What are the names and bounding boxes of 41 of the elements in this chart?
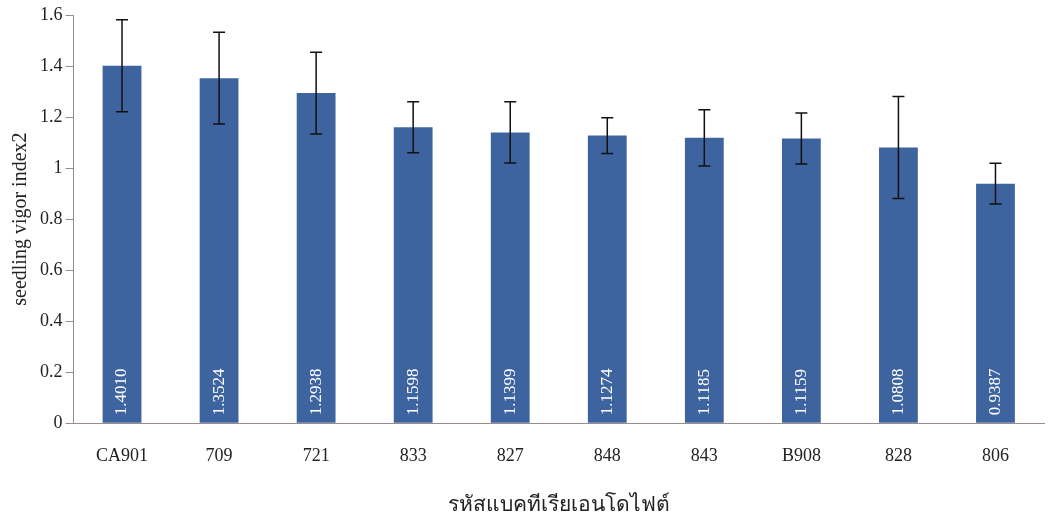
y-tick-label: 0.6 bbox=[40, 258, 63, 279]
x-tick-label: 833 bbox=[399, 444, 427, 465]
y-axis-title: seedling vigor index2 bbox=[8, 132, 32, 306]
x-axis-title: รหัสแบคทีเรียเอนโดไฟต์ bbox=[447, 491, 670, 516]
bar bbox=[393, 127, 433, 423]
data-label: 1.4010 bbox=[111, 368, 131, 416]
x-tick-label: 843 bbox=[690, 444, 718, 465]
x-tick-label: 806 bbox=[981, 444, 1009, 465]
y-tick-label: 1.2 bbox=[40, 105, 63, 126]
x-tick-label: 848 bbox=[593, 444, 621, 465]
bar bbox=[296, 93, 336, 423]
x-tick-label: 709 bbox=[205, 444, 233, 465]
x-tick-label: B908 bbox=[781, 444, 821, 465]
bar bbox=[781, 138, 821, 423]
x-tick-label: 827 bbox=[496, 444, 524, 465]
data-label: 1.2938 bbox=[305, 368, 325, 416]
data-label: 1.3524 bbox=[208, 367, 228, 416]
bar bbox=[976, 183, 1015, 423]
bar bbox=[490, 132, 530, 423]
x-tick-label: 828 bbox=[884, 444, 912, 465]
data-label: 1.1159 bbox=[790, 369, 810, 416]
data-label: 1.0808 bbox=[887, 368, 907, 416]
y-tick-label: 1.4 bbox=[40, 54, 63, 75]
x-tick-label: CA901 bbox=[96, 444, 149, 465]
y-tick-label: 0.8 bbox=[40, 207, 63, 228]
data-label: 0.9387 bbox=[984, 367, 1004, 416]
data-label: 1.1598 bbox=[402, 368, 422, 416]
y-tick-label: 1.6 bbox=[40, 3, 63, 24]
y-tick-label: 0 bbox=[53, 411, 63, 432]
data-label: 1.1399 bbox=[499, 368, 519, 416]
y-tick-label: 0.2 bbox=[40, 360, 63, 381]
data-label: 1.1185 bbox=[693, 369, 713, 416]
y-tick-label: 1 bbox=[53, 156, 63, 177]
y-tick-label: 0.4 bbox=[40, 309, 63, 330]
bar bbox=[587, 135, 627, 423]
bar bbox=[879, 147, 918, 423]
data-label: 1.1274 bbox=[596, 367, 616, 416]
bar bbox=[102, 65, 142, 423]
bar bbox=[684, 137, 724, 423]
x-tick-label: 721 bbox=[302, 444, 330, 465]
bar bbox=[199, 78, 239, 423]
